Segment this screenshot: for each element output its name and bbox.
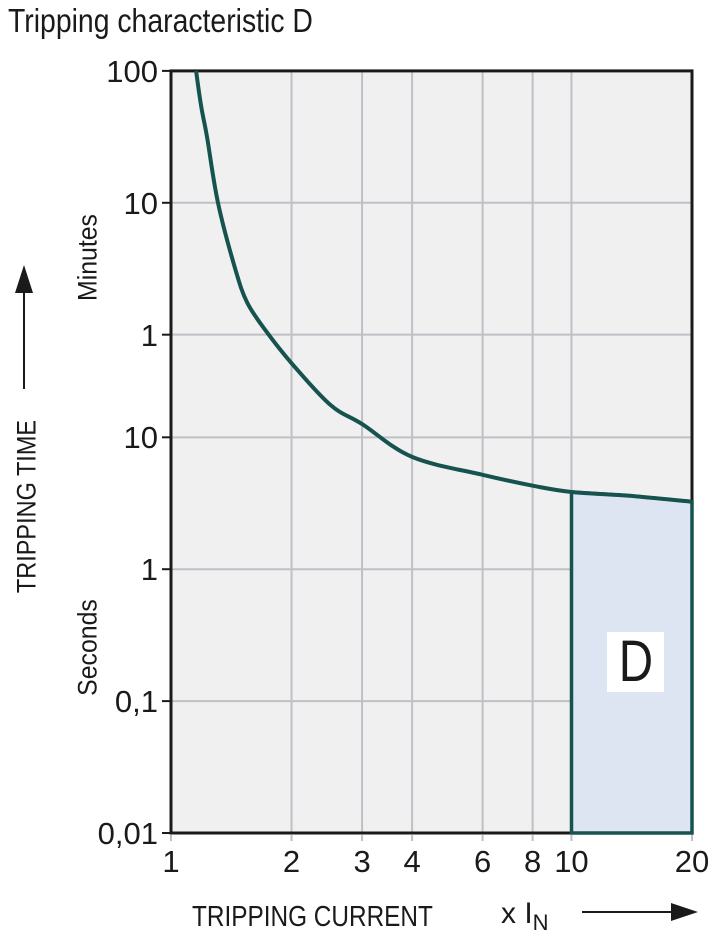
x-tick-label: 10: [554, 844, 589, 879]
chart-title: Tripping characteristic D: [8, 2, 313, 39]
x-axis-unit-prefix: x I: [501, 897, 533, 930]
y-tick-label: 0,1: [114, 684, 158, 720]
y-axis-title: TRIPPING TIME: [11, 419, 42, 594]
x-tick-label: 2: [282, 844, 301, 879]
x-tick-label: 1: [162, 844, 180, 879]
x-axis-arrow-head-icon: [671, 903, 698, 921]
tripping-curve: [194, 70, 693, 504]
y-axis-unit-minutes: Minutes: [72, 214, 103, 301]
x-tick-label: 20: [674, 844, 710, 879]
region-label-box: D: [607, 632, 664, 692]
y-tick-label: 0,01: [97, 816, 158, 851]
x-axis-unit-subscript: N: [532, 910, 549, 935]
x-tick-label: 8: [524, 844, 542, 879]
x-tick-label: 6: [473, 844, 492, 879]
region-label-text: D: [618, 629, 653, 694]
x-axis-title: TRIPPING CURRENT: [192, 901, 433, 933]
plot-border: [169, 69, 694, 835]
y-tick-label: 1: [140, 317, 158, 353]
y-tick-label: 100: [106, 53, 158, 89]
x-axis-unit: x IN: [501, 899, 549, 934]
y-tick-label: 1: [140, 552, 158, 588]
y-tick-label: 10: [123, 420, 158, 456]
x-tick-label: 4: [403, 844, 421, 879]
y-tick-label: 10: [123, 185, 158, 221]
y-axis-arrow-head-icon: [15, 265, 33, 293]
x-tick-label: 3: [353, 844, 371, 879]
